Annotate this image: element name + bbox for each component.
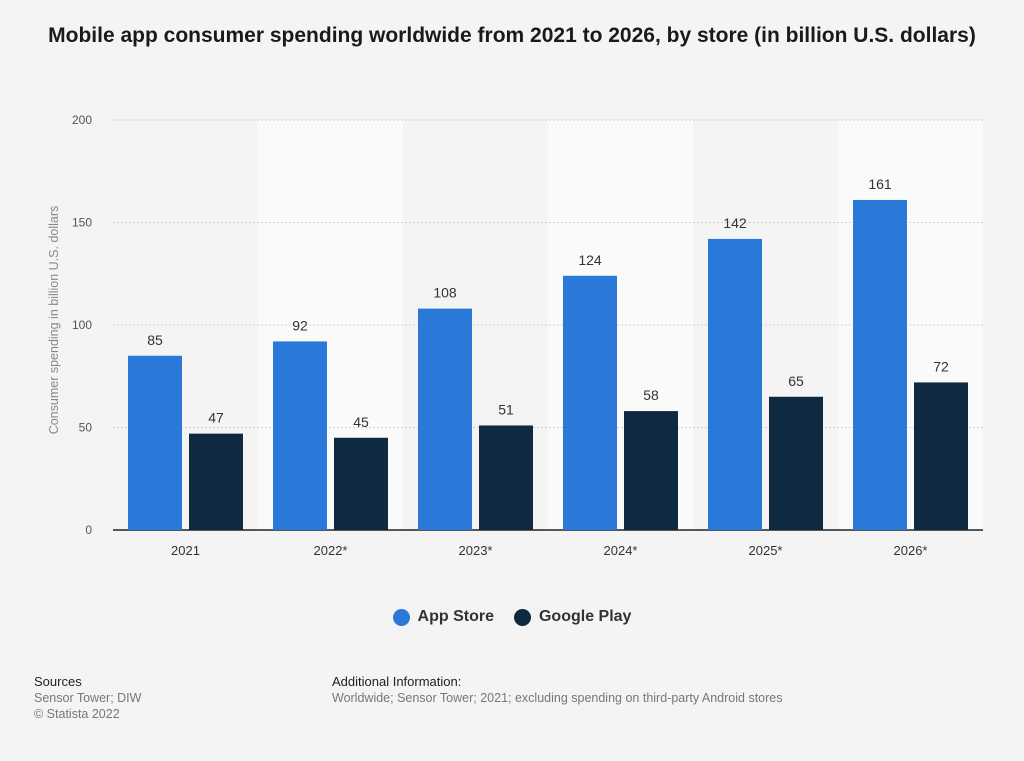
sources-block: Sources Sensor Tower; DIW © Statista 202… xyxy=(34,674,141,722)
additional-info-text: Worldwide; Sensor Tower; 2021; excluding… xyxy=(332,691,783,705)
additional-info-heading: Additional Information: xyxy=(332,674,462,689)
x-tick-label: 2024* xyxy=(604,543,638,558)
legend: App Store Google Play xyxy=(0,608,1024,626)
x-tick-label: 2025* xyxy=(749,543,783,558)
legend-label: App Store xyxy=(417,608,494,625)
x-tick-label: 2026* xyxy=(894,543,928,558)
legend-swatch-google-play xyxy=(513,608,531,626)
bar-app-store[interactable] xyxy=(273,341,327,530)
data-label: 47 xyxy=(208,410,224,426)
y-tick-label: 100 xyxy=(72,318,92,332)
x-tick-label: 2021 xyxy=(171,543,200,558)
data-label: 45 xyxy=(353,414,369,430)
data-label: 142 xyxy=(723,215,747,231)
bar-app-store[interactable] xyxy=(708,238,762,530)
bar-google-play[interactable] xyxy=(769,396,823,530)
copyright-line: © Statista 2022 xyxy=(34,707,120,721)
x-tick-label: 2022* xyxy=(314,543,348,558)
bar-google-play[interactable] xyxy=(479,425,533,530)
y-tick-label: 150 xyxy=(72,216,92,230)
legend-item-google-play[interactable]: Google Play xyxy=(513,608,632,626)
chart-title: Mobile app consumer spending worldwide f… xyxy=(48,24,976,47)
data-label: 92 xyxy=(292,317,308,333)
data-label: 51 xyxy=(498,401,514,417)
additional-info-block: Additional Information: Worldwide; Senso… xyxy=(332,674,783,706)
data-label: 161 xyxy=(868,176,892,192)
bar-app-store[interactable] xyxy=(563,275,617,530)
data-label: 58 xyxy=(643,387,659,403)
data-label: 108 xyxy=(433,285,457,301)
data-label: 124 xyxy=(578,252,602,268)
data-label: 72 xyxy=(933,358,949,374)
y-tick-label: 0 xyxy=(85,523,92,537)
bar-app-store[interactable] xyxy=(853,199,907,530)
chart: 0 50 100 150 200 Consumer spending in billion… xyxy=(47,113,983,558)
bar-google-play[interactable] xyxy=(914,382,968,530)
y-axis-title: Consumer spending in billion U.S. dollar… xyxy=(47,206,61,435)
sources-line: Sensor Tower; DIW xyxy=(34,691,142,705)
sources-heading: Sources xyxy=(34,674,82,689)
data-label: 65 xyxy=(788,373,804,389)
legend-item-app-store[interactable]: App Store xyxy=(392,608,494,626)
data-label: 85 xyxy=(147,332,163,348)
y-tick-label: 200 xyxy=(72,113,92,127)
bar-app-store[interactable] xyxy=(128,355,182,530)
legend-swatch-app-store xyxy=(392,608,410,626)
bar-google-play[interactable] xyxy=(334,437,388,530)
bar-google-play[interactable] xyxy=(189,433,243,530)
y-tick-label: 50 xyxy=(79,421,93,435)
x-tick-label: 2023* xyxy=(459,543,493,558)
bar-google-play[interactable] xyxy=(624,411,678,530)
bar-app-store[interactable] xyxy=(418,308,472,530)
legend-label: Google Play xyxy=(538,608,632,625)
